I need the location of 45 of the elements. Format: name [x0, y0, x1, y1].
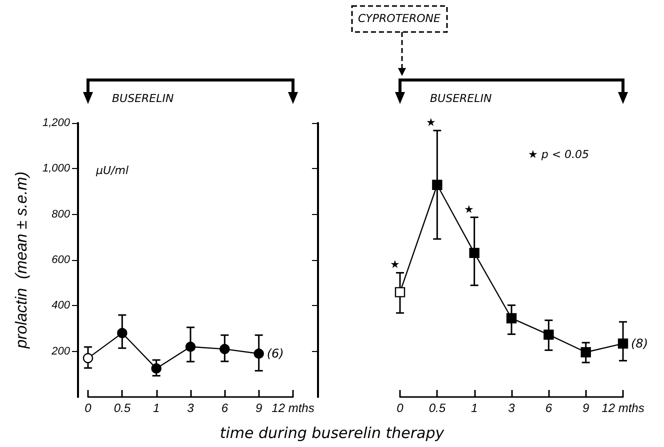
x-axis-title: time during buserelin therapy [218, 424, 446, 442]
point [506, 313, 517, 324]
point [220, 344, 230, 354]
x-tick-label: 6 [545, 401, 552, 415]
x-tick-label: 1 [152, 401, 160, 415]
y-tick-label: 400 [52, 300, 71, 312]
x-tick-label: 12 mths [602, 401, 644, 415]
y-tick-label: 1,200 [42, 117, 71, 129]
point [469, 248, 480, 258]
point [117, 328, 128, 338]
x-tick-label: 9 [582, 401, 590, 415]
text: BUSERELIN [430, 92, 492, 105]
y-tick-label: 200 [50, 345, 71, 358]
point [185, 342, 196, 352]
point [580, 347, 591, 358]
annotation: (8) [631, 336, 648, 351]
point [82, 353, 94, 364]
text: BUSERELIN [112, 92, 174, 105]
point [151, 363, 162, 374]
annotation: (6) [266, 346, 284, 361]
y-axis-title: prolactin (mean ± s.e.m) [14, 172, 30, 350]
x-tick-label: 1 [470, 401, 478, 415]
x-tick-label: 6 [221, 401, 228, 415]
text: CYPROTERONE [358, 12, 440, 25]
y-tick-label: 800 [52, 208, 71, 220]
x-tick-label: 0.5 [428, 401, 446, 415]
point [618, 338, 628, 349]
point [394, 287, 406, 298]
point [254, 348, 264, 359]
annotation: μU/ml [96, 164, 129, 177]
x-tick-label: 0 [84, 401, 92, 415]
y-tick-label: 600 [52, 254, 71, 266]
x-tick-label: 0 [396, 401, 404, 415]
point [432, 180, 442, 190]
annotation: ★ p < 0.05 [528, 148, 590, 161]
annotation: ★ [464, 203, 474, 216]
annotation: ★ [426, 116, 436, 129]
x-tick-label: 0.5 [114, 401, 131, 415]
y-tick-label: 1,000 [42, 162, 71, 175]
text: ★ [390, 258, 400, 271]
x-tick-label: 3 [508, 401, 516, 415]
x-tick-label: 12 mths [272, 401, 314, 415]
point [544, 330, 554, 340]
x-tick-label: 9 [255, 401, 262, 415]
x-tick-label: 3 [187, 401, 194, 415]
